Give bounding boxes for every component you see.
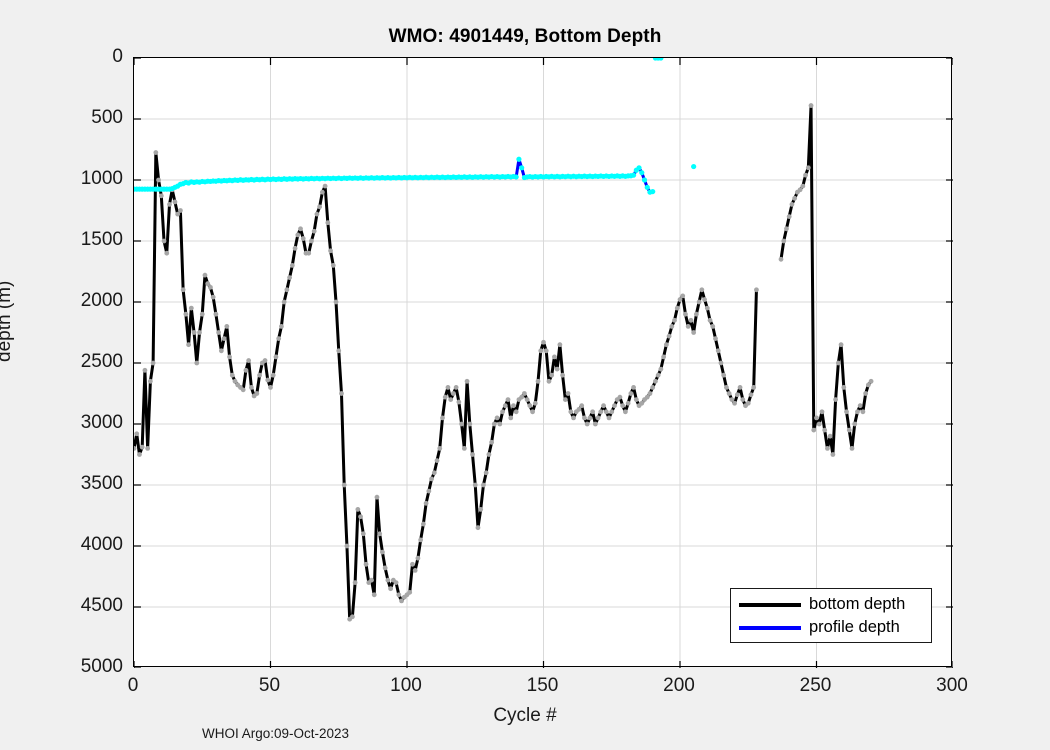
y-tick-label: 500	[91, 107, 123, 128]
series-bottom-depth-line	[134, 104, 873, 621]
footnote-credit: WHOI Argo:09-Oct-2023	[202, 726, 350, 741]
legend-label-profile-depth: profile depth	[809, 618, 900, 637]
y-tick-label: 5000	[80, 656, 123, 677]
legend-swatch-profile-depth	[739, 625, 801, 630]
plot-area	[133, 57, 953, 668]
x-tick-label: 150	[526, 675, 559, 696]
grid-lines	[134, 58, 953, 668]
legend-item-bottom-depth[interactable]: bottom depth	[731, 593, 931, 616]
y-tick-label: 2000	[80, 290, 123, 311]
x-tick-label: 250	[799, 675, 832, 696]
y-tick-label: 3000	[80, 412, 123, 433]
y-tick-label: 4500	[80, 595, 123, 616]
y-tick-label: 4000	[80, 534, 123, 555]
x-tick-label: 0	[127, 675, 139, 696]
series-bottom-depth-markers	[134, 103, 874, 622]
y-tick-label: 1500	[80, 229, 123, 250]
y-tick-label: 2500	[80, 351, 123, 372]
y-tick-label: 3500	[80, 473, 123, 494]
series-profile-depth-outlier-marker	[691, 163, 697, 170]
chart-plot-svg	[134, 58, 953, 668]
x-tick-label: 300	[936, 675, 968, 696]
chart-legend: bottom depth profile depth	[730, 588, 932, 643]
y-tick-label: 0	[112, 46, 123, 67]
x-axis-label: Cycle #	[493, 705, 557, 726]
y-axis-label: depth (m)	[0, 280, 15, 362]
x-tick-label: 50	[258, 675, 281, 696]
series-profile-depth-markers	[134, 58, 664, 195]
y-tick-label: 1000	[80, 168, 123, 189]
x-tick-label: 200	[663, 675, 695, 696]
legend-swatch-bottom-depth	[739, 602, 801, 607]
legend-label-bottom-depth: bottom depth	[809, 595, 906, 614]
page-title: WMO: 4901449, Bottom Depth	[388, 26, 662, 47]
legend-item-profile-depth[interactable]: profile depth	[731, 616, 931, 639]
x-tick-label: 100	[390, 675, 422, 696]
